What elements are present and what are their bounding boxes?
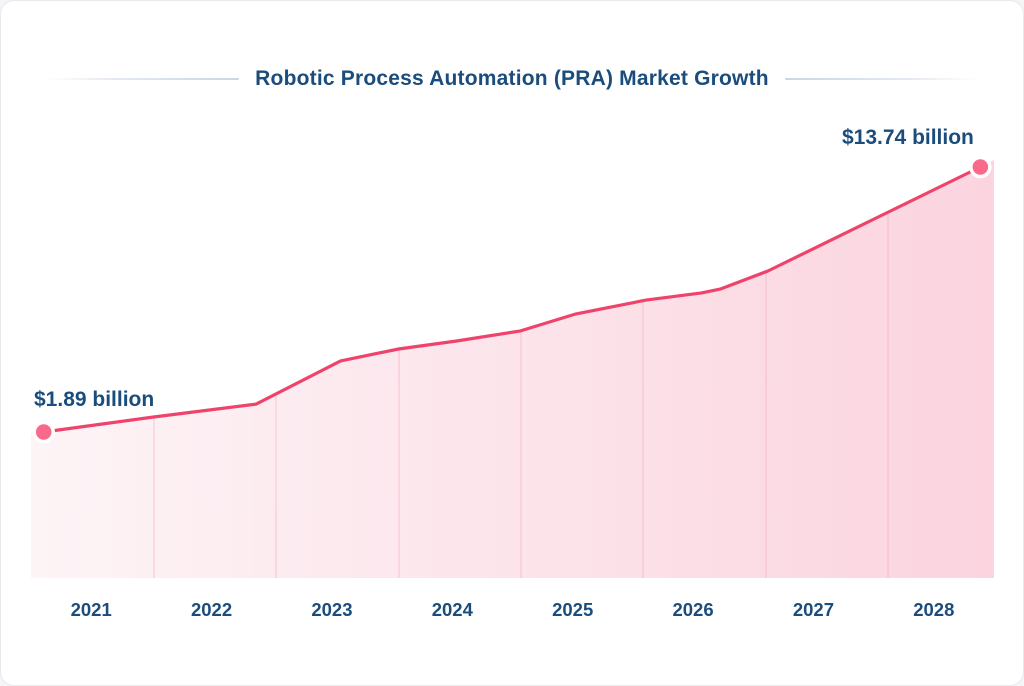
start-value-label: $1.89 billion [34, 388, 155, 411]
end-value-label: $13.74 billion [842, 126, 974, 149]
data-point-start [32, 420, 55, 444]
trend-line [42, 165, 983, 434]
x-tick-2028: 2028 [913, 599, 955, 620]
x-tick-2026: 2026 [672, 599, 714, 620]
x-tick-2023: 2023 [311, 599, 353, 620]
x-tick-2027: 2027 [792, 599, 835, 620]
area-fill [31, 160, 994, 578]
x-axis: 2021 2022 2023 2024 2025 2026 2027 2028 [31, 599, 994, 621]
title-row: Robotic Process Automation (PRA) Market … [1, 67, 1023, 91]
x-tick-2025: 2025 [552, 599, 594, 620]
x-tick-2024: 2024 [431, 599, 473, 620]
band-gridlines [153, 160, 889, 578]
x-tick-2021: 2021 [70, 599, 112, 620]
title-divider-right [784, 78, 983, 80]
x-tick-2022: 2022 [190, 599, 233, 620]
title-divider-left [41, 78, 240, 80]
data-point-end [969, 155, 992, 179]
page-title: Robotic Process Automation (PRA) Market … [255, 67, 769, 90]
